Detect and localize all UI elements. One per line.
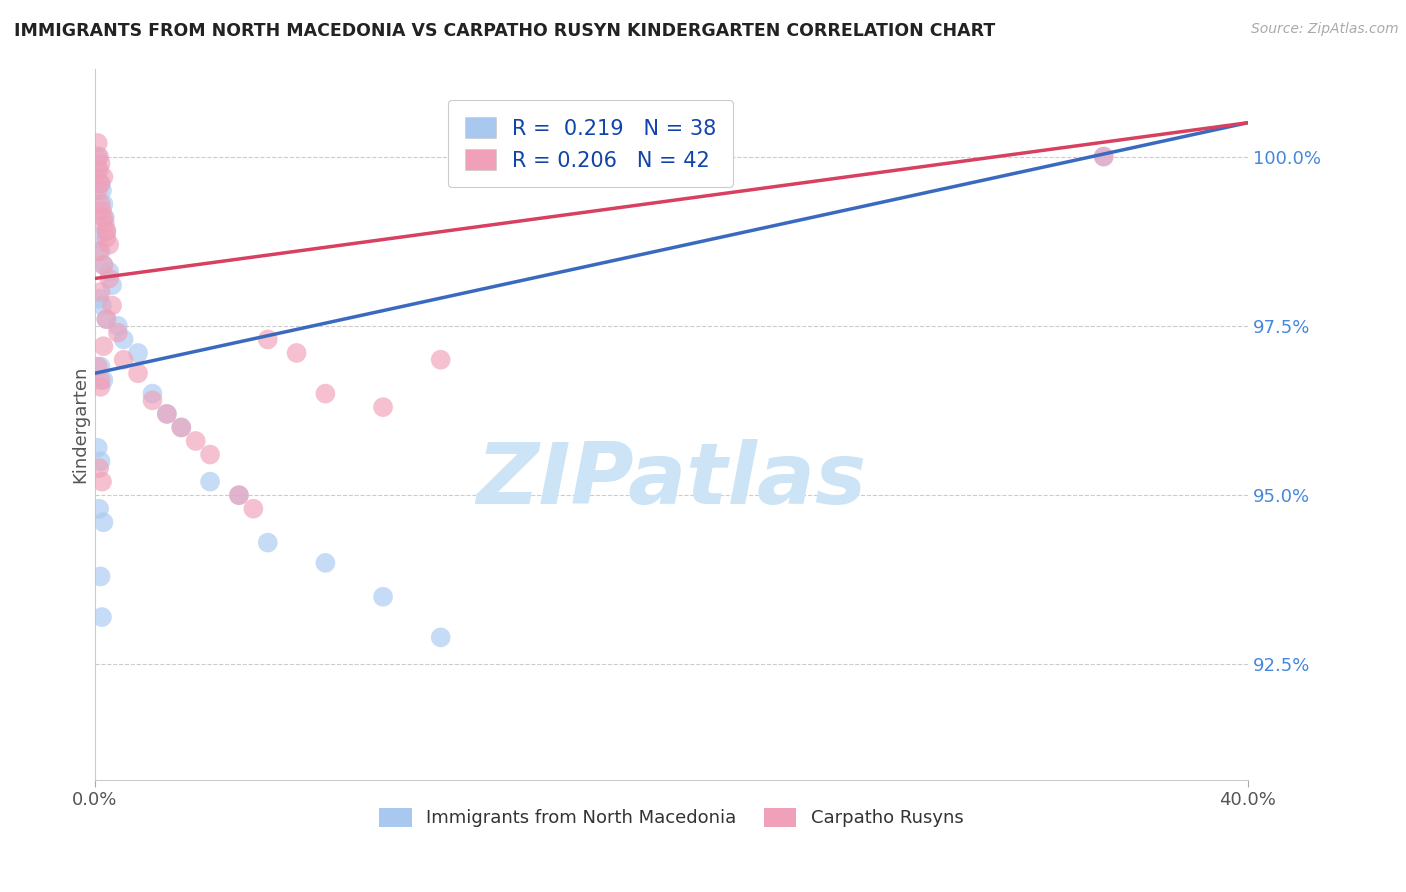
Point [93, 169, 115, 184]
Point [87, 150, 110, 164]
Point [86, 441, 108, 455]
Point [228, 488, 250, 502]
Point [86, 359, 108, 374]
Point [87, 292, 110, 306]
Point [87, 501, 110, 516]
Point [96, 231, 118, 245]
Point [371, 400, 394, 414]
Point [242, 501, 264, 516]
Point [91, 183, 114, 197]
Point [184, 434, 207, 448]
Point [156, 407, 179, 421]
Point [156, 407, 179, 421]
Point [107, 318, 129, 333]
Point [285, 346, 308, 360]
Point [86, 163, 108, 178]
Point [94, 211, 117, 225]
Point [93, 258, 115, 272]
Legend: Immigrants from North Macedonia, Carpatho Rusyns: Immigrants from North Macedonia, Carpath… [373, 801, 970, 835]
Point [86, 150, 108, 164]
Point [90, 569, 112, 583]
Point [90, 380, 112, 394]
Point [90, 454, 112, 468]
Point [90, 177, 112, 191]
Point [170, 420, 193, 434]
Point [90, 285, 112, 299]
Point [516, 150, 538, 164]
Point [93, 258, 115, 272]
Point [90, 197, 112, 211]
Point [112, 333, 135, 347]
Text: IMMIGRANTS FROM NORTH MACEDONIA VS CARPATHO RUSYN KINDERGARTEN CORRELATION CHART: IMMIGRANTS FROM NORTH MACEDONIA VS CARPA… [14, 22, 995, 40]
Point [141, 393, 163, 408]
Point [93, 339, 115, 353]
Point [86, 136, 108, 150]
Point [87, 244, 110, 259]
Point [141, 386, 163, 401]
Point [314, 386, 336, 401]
Point [98, 237, 121, 252]
Point [90, 177, 112, 191]
Point [90, 244, 112, 259]
Point [127, 346, 149, 360]
Point [98, 271, 121, 285]
Point [94, 217, 117, 231]
Point [198, 475, 221, 489]
Point [86, 183, 108, 197]
Point [371, 590, 394, 604]
Point [1092, 150, 1115, 164]
Text: ZIPatlas: ZIPatlas [477, 440, 866, 523]
Point [198, 448, 221, 462]
Point [90, 359, 112, 374]
Point [659, 163, 682, 178]
Point [96, 312, 118, 326]
Point [429, 352, 451, 367]
Point [256, 535, 278, 549]
Point [91, 203, 114, 218]
Point [170, 420, 193, 434]
Point [228, 488, 250, 502]
Point [90, 156, 112, 170]
Point [96, 312, 118, 326]
Point [91, 299, 114, 313]
Point [96, 224, 118, 238]
Point [107, 326, 129, 340]
Point [86, 231, 108, 245]
Point [96, 224, 118, 238]
Y-axis label: Kindergarten: Kindergarten [72, 366, 89, 483]
Point [101, 278, 124, 293]
Point [93, 515, 115, 529]
Point [256, 333, 278, 347]
Point [1092, 150, 1115, 164]
Point [93, 197, 115, 211]
Point [314, 556, 336, 570]
Text: Source: ZipAtlas.com: Source: ZipAtlas.com [1251, 22, 1399, 37]
Point [98, 265, 121, 279]
Point [127, 366, 149, 380]
Point [93, 373, 115, 387]
Point [91, 475, 114, 489]
Point [87, 163, 110, 178]
Point [87, 461, 110, 475]
Point [93, 211, 115, 225]
Point [112, 352, 135, 367]
Point [101, 299, 124, 313]
Point [429, 631, 451, 645]
Point [90, 373, 112, 387]
Point [91, 610, 114, 624]
